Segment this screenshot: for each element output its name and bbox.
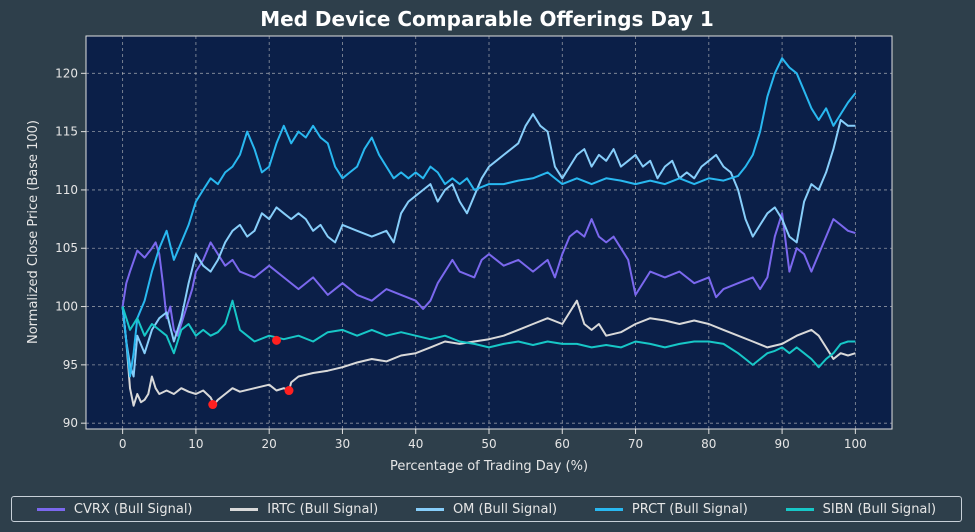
legend-label: OM (Bull Signal) (452, 501, 558, 517)
y-axis-label: Normalized Close Price (Base 100) (26, 120, 41, 344)
legend-swatch (36, 507, 65, 511)
signal-marker (272, 335, 282, 345)
x-tick-label: 0 (119, 437, 127, 451)
legend-label: IRTC (Bull Signal) (267, 501, 379, 517)
plot-area (85, 35, 893, 430)
x-axis: 0 10 20 30 40 50 60 70 80 90 100 (119, 429, 867, 451)
x-tick-label: 70 (628, 437, 643, 451)
y-tick-label: 95 (63, 358, 78, 372)
y-tick-label: 115 (55, 125, 78, 139)
x-tick-label: 50 (481, 437, 496, 451)
signal-marker (284, 386, 294, 396)
y-tick-label: 100 (55, 300, 78, 314)
x-tick-label: 20 (262, 437, 277, 451)
legend-item: PRCT (Bull Signal) (594, 501, 748, 517)
y-tick-label: 105 (55, 241, 78, 255)
x-tick-label: 30 (335, 437, 350, 451)
legend-item: CVRX (Bull Signal) (36, 501, 193, 517)
y-tick-label: 120 (55, 66, 78, 80)
legend-swatch (415, 507, 444, 511)
x-tick-label: 80 (701, 437, 716, 451)
legend-swatch (230, 507, 259, 511)
x-tick-label: 60 (555, 437, 570, 451)
legend-swatch (594, 507, 623, 511)
marker-layer (208, 335, 294, 410)
x-tick-label: 10 (188, 437, 203, 451)
legend-label: CVRX (Bull Signal) (73, 501, 193, 517)
x-axis-label: Percentage of Trading Day (%) (390, 459, 588, 474)
legend-item: OM (Bull Signal) (415, 501, 558, 517)
series-line-4 (121, 299, 856, 369)
legend: CVRX (Bull Signal) IRTC (Bull Signal) OM (… (11, 496, 962, 522)
y-axis: 90 95 100 105 110 115 120 (55, 66, 86, 430)
series-line-3 (121, 57, 857, 378)
series-line-2 (121, 113, 856, 378)
legend-swatch (785, 507, 814, 511)
x-tick-label: 100 (844, 437, 867, 451)
legend-item: SIBN (Bull Signal) (785, 501, 937, 517)
grid (86, 36, 892, 429)
signal-marker (208, 400, 218, 410)
x-tick-label: 90 (774, 437, 789, 451)
legend-label: SIBN (Bull Signal) (822, 501, 937, 517)
y-tick-label: 110 (55, 183, 78, 197)
y-tick-label: 90 (63, 416, 78, 430)
series-line-1 (121, 299, 856, 407)
x-tick-label: 40 (408, 437, 423, 451)
series-line-0 (121, 212, 856, 337)
series-layer (121, 57, 857, 407)
chart-title: Med Device Comparable Offerings Day 1 (260, 7, 714, 31)
legend-label: PRCT (Bull Signal) (631, 501, 748, 517)
legend-item: IRTC (Bull Signal) (230, 502, 378, 517)
